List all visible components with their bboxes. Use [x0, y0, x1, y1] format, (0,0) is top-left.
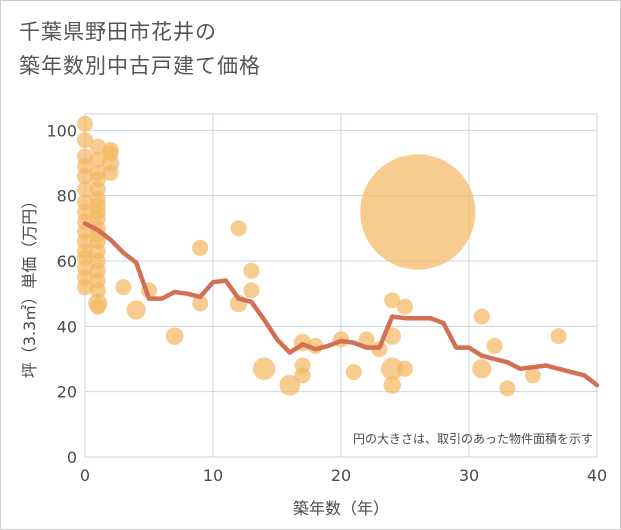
data-point	[384, 292, 401, 309]
data-point	[77, 115, 93, 132]
axes: 0 10 20 30 40 0 20 40 60 80 100	[46, 121, 607, 485]
y-axis-title: 坪（3.3㎡）単価（万円）	[20, 193, 39, 378]
data-point	[360, 154, 476, 270]
data-point	[192, 239, 209, 256]
data-point	[230, 220, 247, 237]
data-point	[89, 298, 106, 315]
y-tick-label: 20	[57, 383, 77, 402]
data-point	[77, 132, 93, 149]
data-point	[358, 331, 375, 348]
data-point	[397, 298, 413, 315]
data-point	[126, 300, 146, 320]
grid-lines	[84, 113, 598, 458]
average-price-line	[82, 221, 600, 388]
y-tick-label: 80	[57, 187, 77, 206]
bubble-size-note: 円の大きさは、取引のあった物件面積を示す	[353, 431, 593, 446]
x-tick-label: 0	[80, 466, 90, 485]
x-tick-label: 30	[459, 466, 479, 485]
data-point	[115, 279, 132, 296]
data-point	[472, 359, 492, 379]
data-point	[89, 282, 106, 299]
data-point	[473, 308, 490, 325]
x-axis-title: 築年数（年）	[293, 499, 389, 518]
y-tick-label: 40	[57, 317, 77, 336]
data-point	[89, 151, 106, 168]
data-point	[243, 282, 260, 299]
data-point	[294, 367, 311, 384]
x-tick-label: 10	[203, 466, 223, 485]
y-tick-label: 60	[57, 252, 77, 271]
data-point	[345, 364, 362, 381]
data-point	[243, 262, 260, 279]
data-point	[165, 327, 184, 345]
data-point	[499, 380, 516, 397]
data-point	[279, 374, 301, 396]
x-tick-label: 20	[331, 466, 351, 485]
data-point	[550, 328, 567, 345]
data-point	[192, 295, 209, 312]
data-point	[397, 360, 413, 377]
average-line-series	[82, 221, 600, 388]
data-point	[525, 367, 541, 384]
data-point	[486, 337, 503, 354]
data-point	[381, 357, 404, 380]
data-point	[77, 279, 93, 296]
data-point	[89, 138, 106, 155]
data-point	[102, 164, 119, 181]
data-point	[383, 376, 402, 394]
chart-title: 千葉県野田市花井の 築年数別中古戸建て価格	[19, 20, 261, 78]
y-tick-label: 0	[67, 448, 77, 467]
data-point	[77, 168, 93, 185]
y-tick-label: 100	[46, 121, 77, 140]
x-tick-label: 40	[587, 466, 607, 485]
data-point	[77, 181, 93, 198]
scatter-series	[77, 115, 567, 397]
data-point	[253, 357, 276, 380]
